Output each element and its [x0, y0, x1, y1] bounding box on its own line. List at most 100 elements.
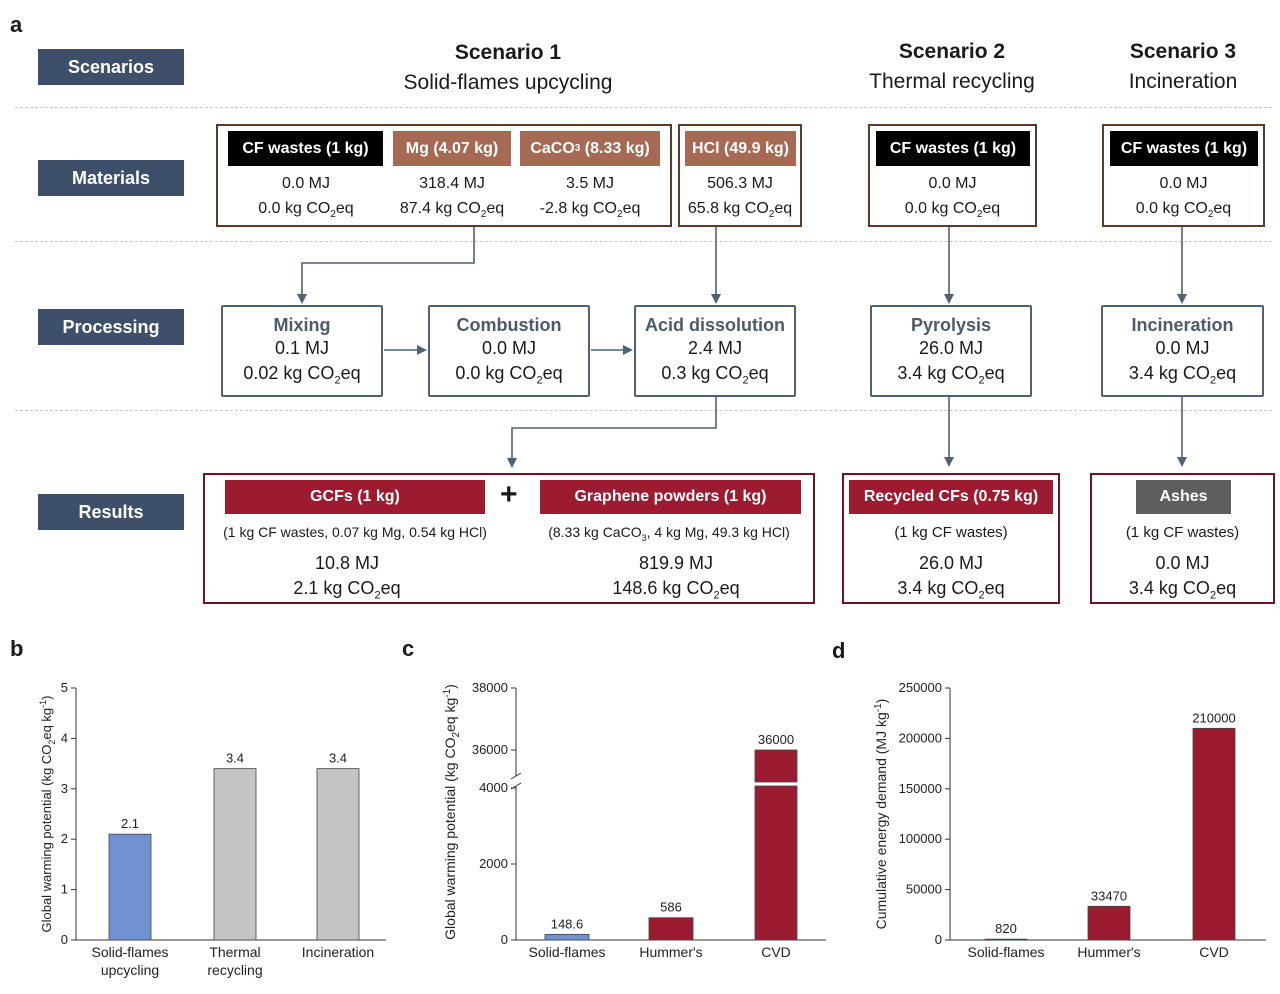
y-tick-label: 250000 — [899, 680, 942, 695]
bar — [754, 785, 798, 941]
process-title: Incineration — [1131, 315, 1234, 335]
flow-arrow — [297, 227, 475, 304]
y-tick-label: 4 — [61, 730, 68, 745]
y-tick-label: 36000 — [472, 742, 508, 757]
bar — [754, 749, 798, 783]
material-tag-cf-wastes: CF wastes (1 kg) — [1110, 131, 1258, 166]
panel-a-letter: a — [10, 12, 23, 37]
energy-value: 10.8 MJ — [314, 553, 380, 573]
y-axis-label: Global warming potential (kg CO2eq kg-1) — [442, 684, 462, 940]
scenario-1-header: Scenario 1 Solid-flames upcycling — [358, 41, 658, 95]
process-box-pyrolysis: Pyrolysis 26.0 MJ 3.4 kg CO2eq — [870, 305, 1032, 397]
energy-value: 819.9 MJ — [638, 553, 714, 573]
x-tick-label: CVD — [1199, 944, 1229, 960]
row-label-scenarios: Scenarios — [38, 49, 184, 85]
plus-sign: + — [500, 478, 518, 511]
material-tag-hcl: HCl (49.9 kg) — [685, 131, 796, 166]
data-label: 148.6 — [551, 916, 584, 931]
scenario-subtitle: Thermal recycling — [869, 70, 1035, 93]
energy-value: 0.1 MJ — [274, 338, 330, 358]
result-values-gcfs: 10.8 MJ 2.1 kg CO2eq — [247, 551, 447, 609]
separator-line — [15, 107, 1272, 108]
materials-box-scenario-2 — [868, 124, 1037, 227]
co2-value: 0.0 kg CO2eq — [455, 363, 563, 387]
materials-box-scenario-1 — [216, 124, 672, 227]
energy-value: 2.4 MJ — [687, 338, 743, 358]
process-title: Pyrolysis — [910, 315, 992, 335]
energy-value: 26.0 MJ — [918, 553, 984, 573]
result-values-ashes: 0.0 MJ 3.4 kg CO2eq — [1090, 551, 1275, 609]
energy-value: 3.5 MJ — [565, 175, 614, 192]
co2-value: 148.6 kg CO2eq — [612, 578, 740, 602]
bar — [648, 917, 694, 941]
data-label: 2.1 — [121, 816, 139, 831]
result-tag-gcfs: GCFs (1 kg) — [225, 480, 485, 514]
y-tick-label: 0 — [935, 932, 942, 947]
x-tick-label: CVD — [761, 944, 791, 960]
y-tick-label: 4000 — [479, 780, 508, 795]
row-label-results: Results — [38, 494, 184, 530]
panel-b-letter: b — [10, 636, 24, 661]
result-values-recycled: 26.0 MJ 3.4 kg CO2eq — [842, 551, 1060, 609]
process-title: Combustion — [456, 315, 562, 335]
materials-box-hcl — [678, 124, 802, 227]
y-tick-label: 1 — [61, 882, 68, 897]
x-tick-label: Solid-flames — [967, 944, 1044, 960]
material-values-scenario-2: 0.0 MJ 0.0 kg CO2eq — [868, 171, 1037, 227]
x-tick-label: Hummer's — [1077, 944, 1140, 960]
co2-value: 0.0 kg CO2eq — [904, 200, 1001, 221]
co2-value: -2.8 kg CO2eq — [539, 200, 641, 221]
bar — [213, 768, 257, 941]
energy-value: 0.0 MJ — [928, 175, 977, 192]
co2-value: 0.0 kg CO2eq — [258, 200, 354, 221]
row-label-processing: Processing — [38, 309, 184, 345]
x-tick-label: Hummer's — [639, 944, 702, 960]
result-tag-ashes: Ashes — [1136, 480, 1231, 514]
co2-value: 3.4 kg CO2eq — [1128, 578, 1237, 602]
bar — [108, 833, 152, 941]
result-tag-recycled-cfs: Recycled CFs (0.75 kg) — [849, 480, 1053, 514]
material-values-scenario-3: 0.0 MJ 0.0 kg CO2eq — [1102, 171, 1265, 227]
scenario-title: Scenario 1 — [454, 41, 562, 64]
panel-c-letter: c — [402, 636, 415, 661]
co2-value: 0.3 kg CO2eq — [661, 363, 769, 387]
material-values-caco3: 3.5 MJ -2.8 kg CO2eq — [510, 171, 670, 227]
y-tick-label: 5 — [61, 680, 68, 695]
process-box-acid-dissolution: Acid dissolution 2.4 MJ 0.3 kg CO2eq — [634, 305, 796, 397]
co2-value: 3.4 kg CO2eq — [897, 578, 1005, 602]
material-values-cf-wastes: 0.0 MJ 0.0 kg CO2eq — [222, 171, 390, 227]
process-box-combustion: Combustion 0.0 MJ 0.0 kg CO2eq — [428, 305, 590, 397]
material-tag-cf-wastes: CF wastes (1 kg) — [876, 131, 1030, 166]
separator-line — [15, 241, 1272, 242]
co2-value: 0.02 kg CO2eq — [243, 363, 361, 387]
data-label: 586 — [660, 900, 682, 915]
co2-value: 87.4 kg CO2eq — [399, 200, 505, 221]
row-label-materials: Materials — [38, 160, 184, 196]
result-values-graphene: 819.9 MJ 148.6 kg CO2eq — [576, 551, 776, 609]
energy-value: 318.4 MJ — [419, 175, 485, 192]
result-note-graphene: (8.33 kg CaCO3, 4 kg Mg, 49.3 kg HCl) — [548, 524, 790, 543]
y-axis-label: Cumulative energy demand (MJ kg-1) — [873, 699, 889, 930]
scenario-title: Scenario 3 — [1129, 40, 1237, 63]
bar — [1087, 905, 1131, 941]
material-values-mg: 318.4 MJ 87.4 kg CO2eq — [372, 171, 532, 227]
materials-box-scenario-3 — [1102, 124, 1265, 227]
co2-value: 3.4 kg CO2eq — [897, 363, 1005, 387]
x-tick-label: upcycling — [101, 962, 159, 978]
process-box-incineration: Incineration 0.0 MJ 3.4 kg CO2eq — [1101, 305, 1264, 397]
y-tick-label: 0 — [501, 932, 508, 947]
data-label: 210000 — [1192, 710, 1235, 725]
data-label: 36000 — [758, 732, 794, 747]
y-tick-label: 150000 — [899, 781, 942, 796]
bar — [544, 933, 590, 941]
co2-value: 0.0 kg CO2eq — [1135, 200, 1232, 221]
data-label: 3.4 — [329, 751, 347, 766]
energy-value: 0.0 MJ — [281, 175, 330, 192]
scenario-3-header: Scenario 3 Incineration — [1088, 40, 1278, 94]
y-tick-label: 100000 — [899, 831, 942, 846]
y-tick-label: 2000 — [479, 856, 508, 871]
result-note-recycled: (1 kg CF wastes) — [894, 524, 1008, 541]
scenario-title: Scenario 2 — [898, 40, 1006, 63]
results-box-scenario-1 — [203, 473, 815, 604]
co2-value: 3.4 kg CO2eq — [1128, 363, 1237, 387]
